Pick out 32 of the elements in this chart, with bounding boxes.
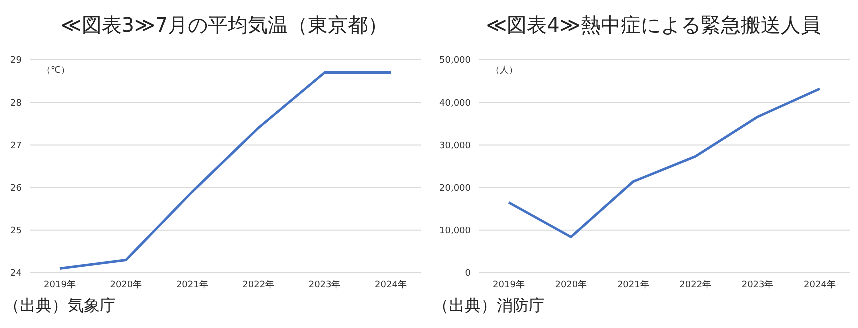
line-series [58,72,392,270]
x-tick-label: 2023年 [308,279,341,290]
x-tick-label: 2019年 [44,279,76,290]
x-tick-label: 2020年 [555,279,588,290]
text: （出典）消防庁 [433,296,545,317]
x-tick-label: 2024年 [375,279,407,290]
y-tick-label: 50,000 [440,56,472,66]
x-tick-label: 2022年 [680,279,712,290]
x-tick-label: 2020年 [110,279,142,290]
x-tick-label: 2019年 [493,279,525,290]
y-tick-label: 30,000 [440,141,472,152]
text: （出典）気象庁 [4,296,116,317]
y-tick-label: 29 [10,56,22,66]
x-tick-label: 2021年 [176,279,208,290]
y-tick-label: 24 [10,269,22,280]
x-tick-label: 2021年 [617,279,650,290]
y-tick-label: 28 [10,98,22,109]
y-tick-label: 10,000 [440,226,472,237]
y-tick-label: 40,000 [440,98,472,109]
y-tick-label: 27 [10,141,22,152]
y-axis-title: （人） [491,64,518,77]
y-tick-label: 0 [465,269,472,280]
x-tick-label: 2024年 [804,279,836,290]
y-tick-label: 26 [10,184,22,194]
chart-title: ≪図表3≫7月の平均気温（東京都） [60,12,390,39]
y-axis-title: （℃） [42,65,70,77]
x-tick-label: 2022年 [242,279,275,290]
line-series [508,88,822,238]
y-tick-label: 25 [10,226,22,237]
x-tick-label: 2023年 [742,279,774,290]
chart-title: ≪図表4≫熱中症による緊急搬送人員 [485,12,822,39]
y-tick-label: 20,000 [440,184,472,194]
